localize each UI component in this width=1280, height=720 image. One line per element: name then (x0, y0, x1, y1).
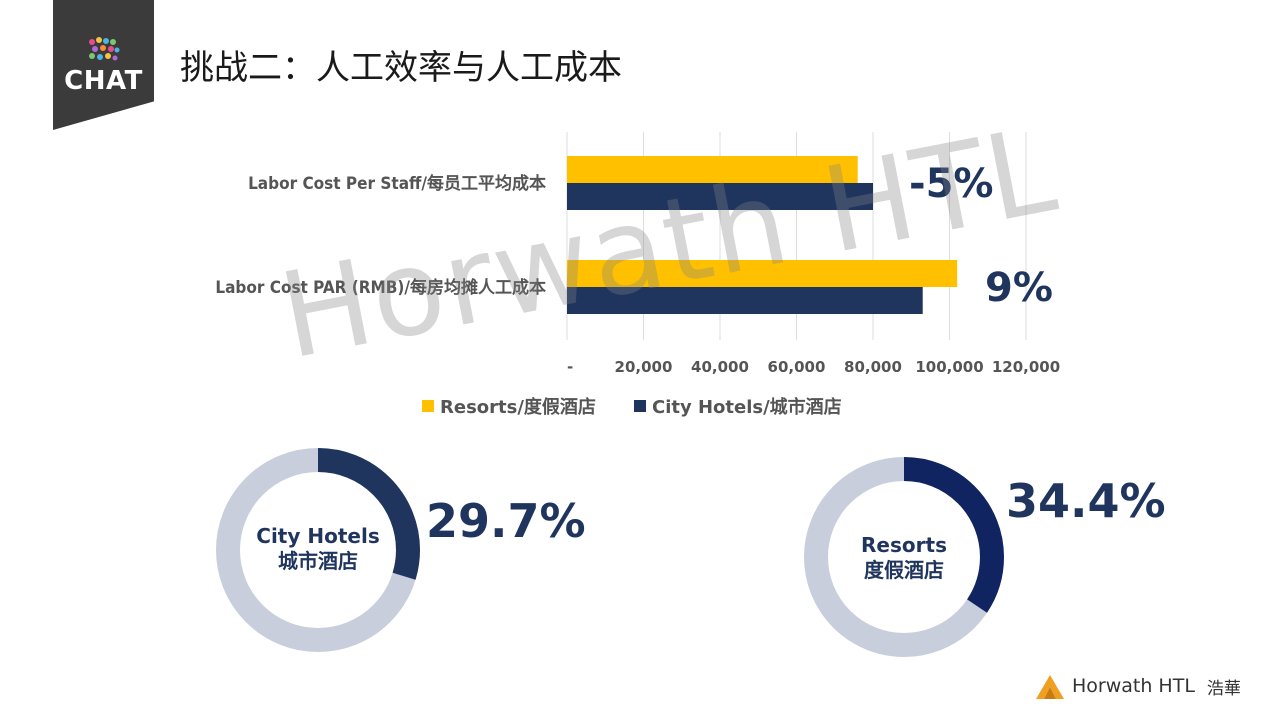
legend-label-resorts: Resorts/度假酒店 (440, 397, 596, 418)
change-percent-label: 9% (985, 265, 1053, 311)
chat-logo-badge: CHAT (53, 0, 154, 130)
donut-resorts-label-cn: 度假酒店 (864, 558, 944, 582)
x-tick-label: - (567, 358, 573, 376)
x-tick-label: 60,000 (768, 358, 826, 376)
x-tick-label: 20,000 (615, 358, 673, 376)
donut-resorts-center-label: Resorts 度假酒店 (804, 533, 1004, 583)
donut-value-arc (216, 448, 420, 652)
bar-city (567, 287, 923, 314)
bar-city (567, 183, 873, 210)
donut-resorts: Resorts 度假酒店 (804, 457, 1004, 657)
legend-swatch-city (634, 400, 646, 412)
horwath-peak-icon (1036, 675, 1064, 699)
footer-brand-cn: 浩華 (1206, 678, 1241, 699)
legend-city: City Hotels/城市酒店 (634, 393, 842, 419)
legend-swatch-resorts (422, 400, 434, 412)
legend-resorts: Resorts/度假酒店 (422, 393, 596, 419)
footer-brand: Horwath HTL (1072, 675, 1195, 697)
people-dots-icon (89, 37, 120, 61)
legend-label-city: City Hotels/城市酒店 (652, 397, 842, 418)
donut-value-arc (804, 457, 1004, 657)
change-percent-label: -5% (909, 161, 994, 207)
bar-chart: Labor Cost Per Staff/每员工平均成本 -5% Labor Cos… (215, 132, 1060, 376)
donut-resorts-percent: 34.4% (1006, 474, 1166, 528)
donut-city-label-en: City Hotels (256, 524, 380, 548)
logo-text: CHAT (64, 66, 143, 96)
bar-resorts (567, 156, 858, 183)
donut-resorts-label-en: Resorts (861, 533, 947, 557)
donut-city-label-cn: 城市酒店 (278, 549, 358, 573)
donut-resorts-svg (804, 457, 1004, 657)
x-tick-label: 40,000 (691, 358, 749, 376)
category-label: Labor Cost Per Staff/每员工平均成本 (248, 173, 546, 194)
donut-city-svg (216, 448, 420, 652)
page-title: 挑战二：人工效率与人工成本 (180, 48, 622, 88)
donut-city-hotels: City Hotels 城市酒店 (216, 448, 420, 652)
footer-logo: Horwath HTL 浩華 (1034, 672, 1241, 700)
category-label: Labor Cost PAR (RMB)/每房均摊人工成本 (215, 277, 546, 298)
bar-resorts (567, 260, 958, 287)
donut-city-percent: 29.7% (426, 494, 586, 548)
x-tick-label: 80,000 (844, 358, 902, 376)
x-tick-label: 120,000 (992, 358, 1060, 376)
donut-city-center-label: City Hotels 城市酒店 (216, 524, 420, 574)
x-tick-label: 100,000 (915, 358, 983, 376)
